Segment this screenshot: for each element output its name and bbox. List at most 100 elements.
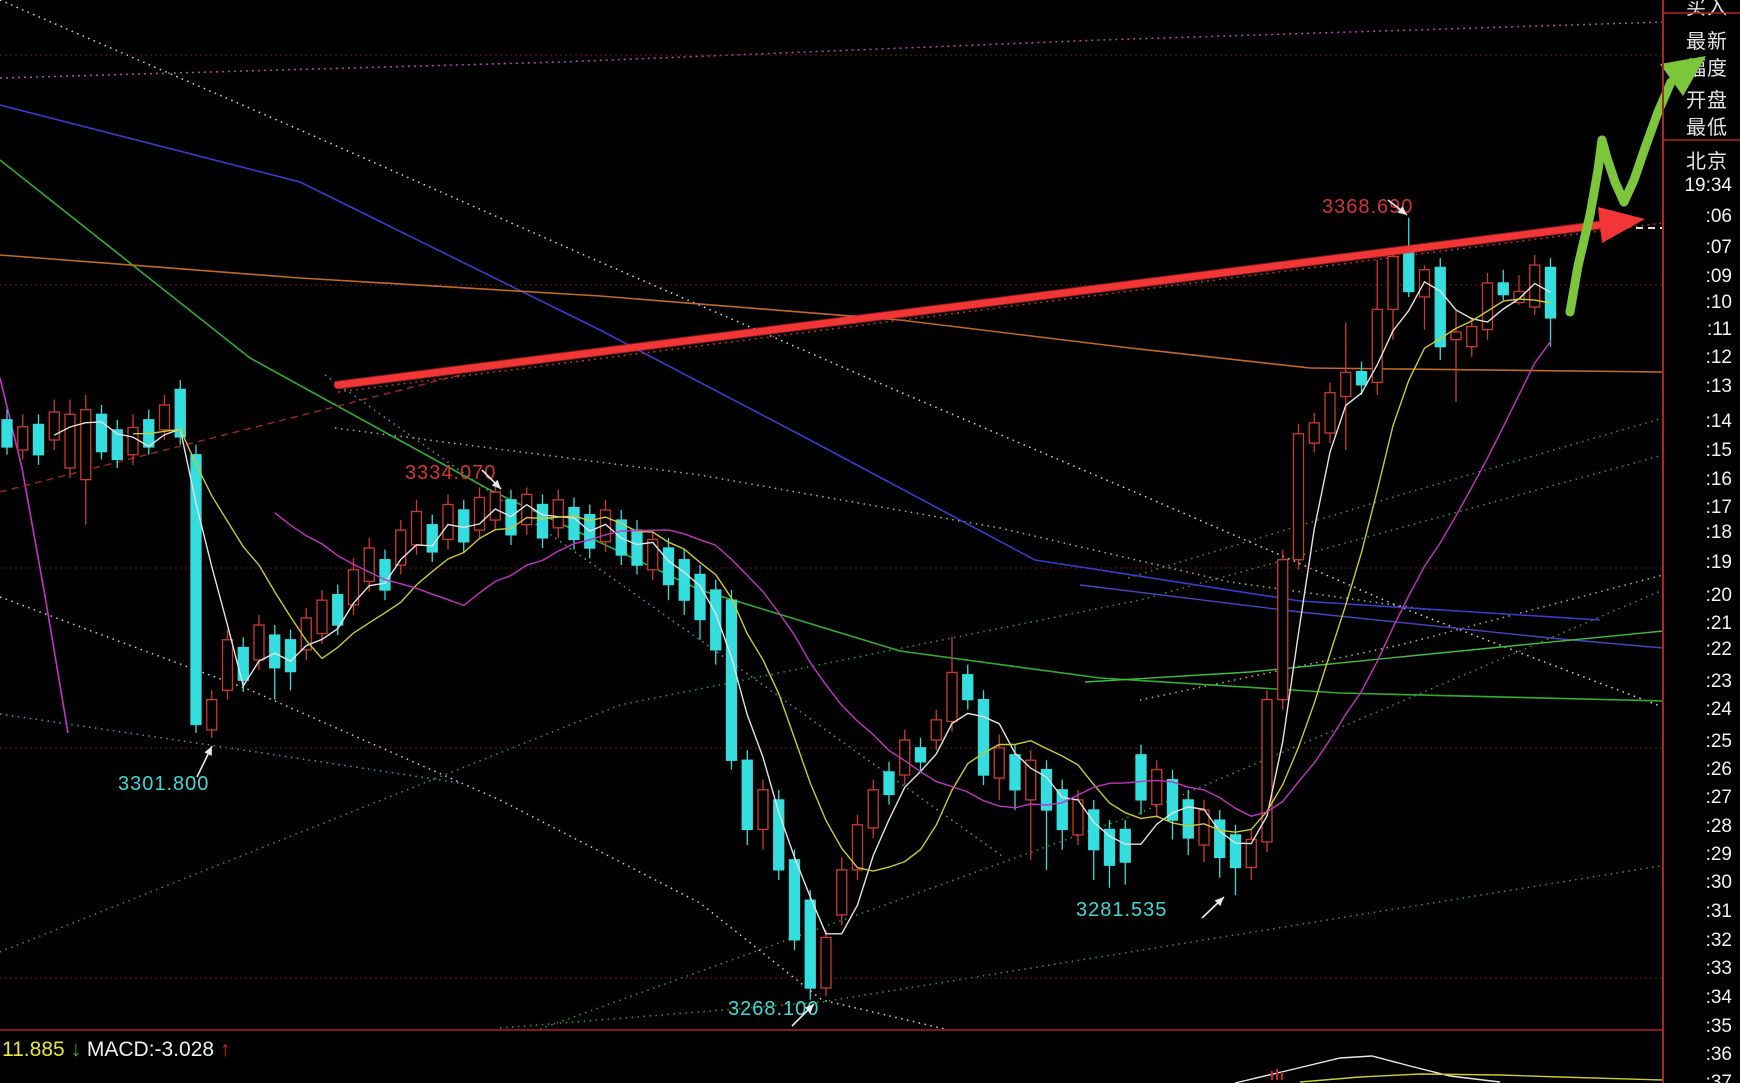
- price-annot: 3268.100: [728, 998, 819, 1020]
- minute-label: :23: [1705, 671, 1732, 692]
- minute-label: :25: [1705, 731, 1732, 752]
- green-dotted-c: [0, 454, 1664, 953]
- candle-down: [1355, 370, 1368, 386]
- candle-up: [1371, 308, 1383, 384]
- candle-up: [1513, 290, 1525, 304]
- ma-fast-line: [53, 280, 1551, 935]
- candle-down: [1214, 819, 1226, 859]
- minute-label: :28: [1705, 816, 1732, 837]
- minute-label: :32: [1705, 930, 1732, 951]
- candle-up: [80, 409, 92, 481]
- minute-label: :33: [1705, 958, 1732, 979]
- candle-down: [678, 559, 690, 601]
- candle-down: [269, 634, 281, 669]
- minute-label: :17: [1705, 497, 1732, 518]
- candle-down: [32, 423, 45, 456]
- candle-up: [473, 496, 486, 531]
- minute-label: :20: [1705, 585, 1732, 606]
- teal-dotted: [324, 374, 1006, 859]
- candle-up: [1466, 325, 1478, 348]
- candle-down: [284, 639, 297, 673]
- candle-up: [316, 599, 328, 635]
- green-marker-arrow: [1565, 77, 1676, 317]
- candle-down: [332, 594, 344, 626]
- minute-label: :15: [1705, 440, 1732, 461]
- candle-down: [1119, 828, 1131, 863]
- candle-down: [1, 419, 13, 448]
- minute-label: :14: [1705, 411, 1732, 432]
- macd-value: MACD:-3.028: [86, 1038, 215, 1061]
- quote-panel: 买入 最新 幅度 开盘 最低 北京 19:34:06:07:09:10:11:12:13:1…: [1663, 0, 1740, 1083]
- minute-label: :09: [1705, 266, 1732, 287]
- candle-up: [489, 491, 501, 521]
- candle-up: [48, 411, 60, 441]
- candle-down: [1166, 779, 1179, 821]
- minute-label: :34: [1705, 987, 1732, 1008]
- candle-down: [914, 747, 927, 763]
- minute-label: :27: [1705, 787, 1732, 808]
- price-annot: 3301.800: [118, 773, 209, 795]
- candle-down: [788, 859, 801, 941]
- white-dotted-lower: [0, 596, 946, 1030]
- candle-down: [1103, 828, 1116, 866]
- candle-down: [710, 589, 722, 651]
- minute-label: :13: [1705, 376, 1732, 397]
- candle-down: [1229, 834, 1242, 869]
- red-dotted-parallel: [337, 222, 1664, 393]
- candle-up: [410, 510, 423, 546]
- candle-down: [1403, 251, 1415, 293]
- minute-label: :16: [1705, 469, 1732, 490]
- candle-down: [536, 503, 549, 539]
- minute-label: :36: [1705, 1044, 1732, 1065]
- dif-value: 11.885: [2, 1038, 65, 1061]
- candle-up: [552, 499, 564, 529]
- candle-down: [1544, 266, 1557, 319]
- candle-down: [804, 899, 816, 989]
- candle-up: [221, 639, 234, 691]
- candle-down: [190, 454, 202, 726]
- green-dotted-b: [539, 589, 1664, 1030]
- candle-up: [17, 426, 29, 451]
- candle-down: [1009, 754, 1021, 791]
- quote-field-label: 最新: [1686, 31, 1728, 53]
- candle-up: [1481, 282, 1494, 331]
- orange-long-ma: [0, 254, 1664, 373]
- candle-up: [993, 747, 1005, 779]
- candle-down: [1434, 266, 1446, 348]
- candle-down: [883, 771, 895, 796]
- green-long-ma: [0, 159, 1664, 702]
- quote-field-label: 最低: [1686, 117, 1728, 139]
- candle-up: [521, 493, 533, 526]
- magenta-dotted-top: [0, 21, 1664, 79]
- candle-down: [174, 388, 186, 438]
- ma-slow-line: [274, 341, 1552, 817]
- candle-up: [158, 404, 171, 431]
- price-annot: 3368.690: [1322, 196, 1413, 218]
- minute-label: :22: [1705, 639, 1732, 660]
- candle-down: [1497, 282, 1509, 296]
- candle-up: [1025, 759, 1037, 801]
- macd-indicator-readout: 11.885 ↓ MACD:-3.028 ↑: [2, 1038, 230, 1062]
- city-label: 北京: [1686, 151, 1728, 173]
- candle-up: [946, 671, 958, 723]
- candle-down: [1135, 754, 1147, 801]
- candle-up: [1151, 768, 1163, 806]
- candle-up: [930, 719, 942, 741]
- price-annot: 3281.535: [1076, 899, 1167, 921]
- candle-up: [1387, 255, 1399, 311]
- pointer-arrowhead-icon: [204, 746, 212, 756]
- minute-label: :18: [1705, 522, 1732, 543]
- minute-label: :29: [1705, 844, 1732, 865]
- candle-up: [1340, 371, 1352, 398]
- ma-mid-line: [133, 298, 1551, 872]
- candle-up: [820, 936, 832, 989]
- green-aux: [1084, 630, 1664, 683]
- pointer-arrowhead-icon: [1397, 206, 1407, 215]
- pointer-arrowhead-icon: [1214, 897, 1224, 907]
- white-dotted-channel: [0, 0, 1661, 707]
- candle-down: [95, 413, 108, 453]
- candle-up: [647, 538, 659, 571]
- pointer-arrowhead-icon: [804, 1004, 814, 1014]
- candle-up: [757, 789, 769, 831]
